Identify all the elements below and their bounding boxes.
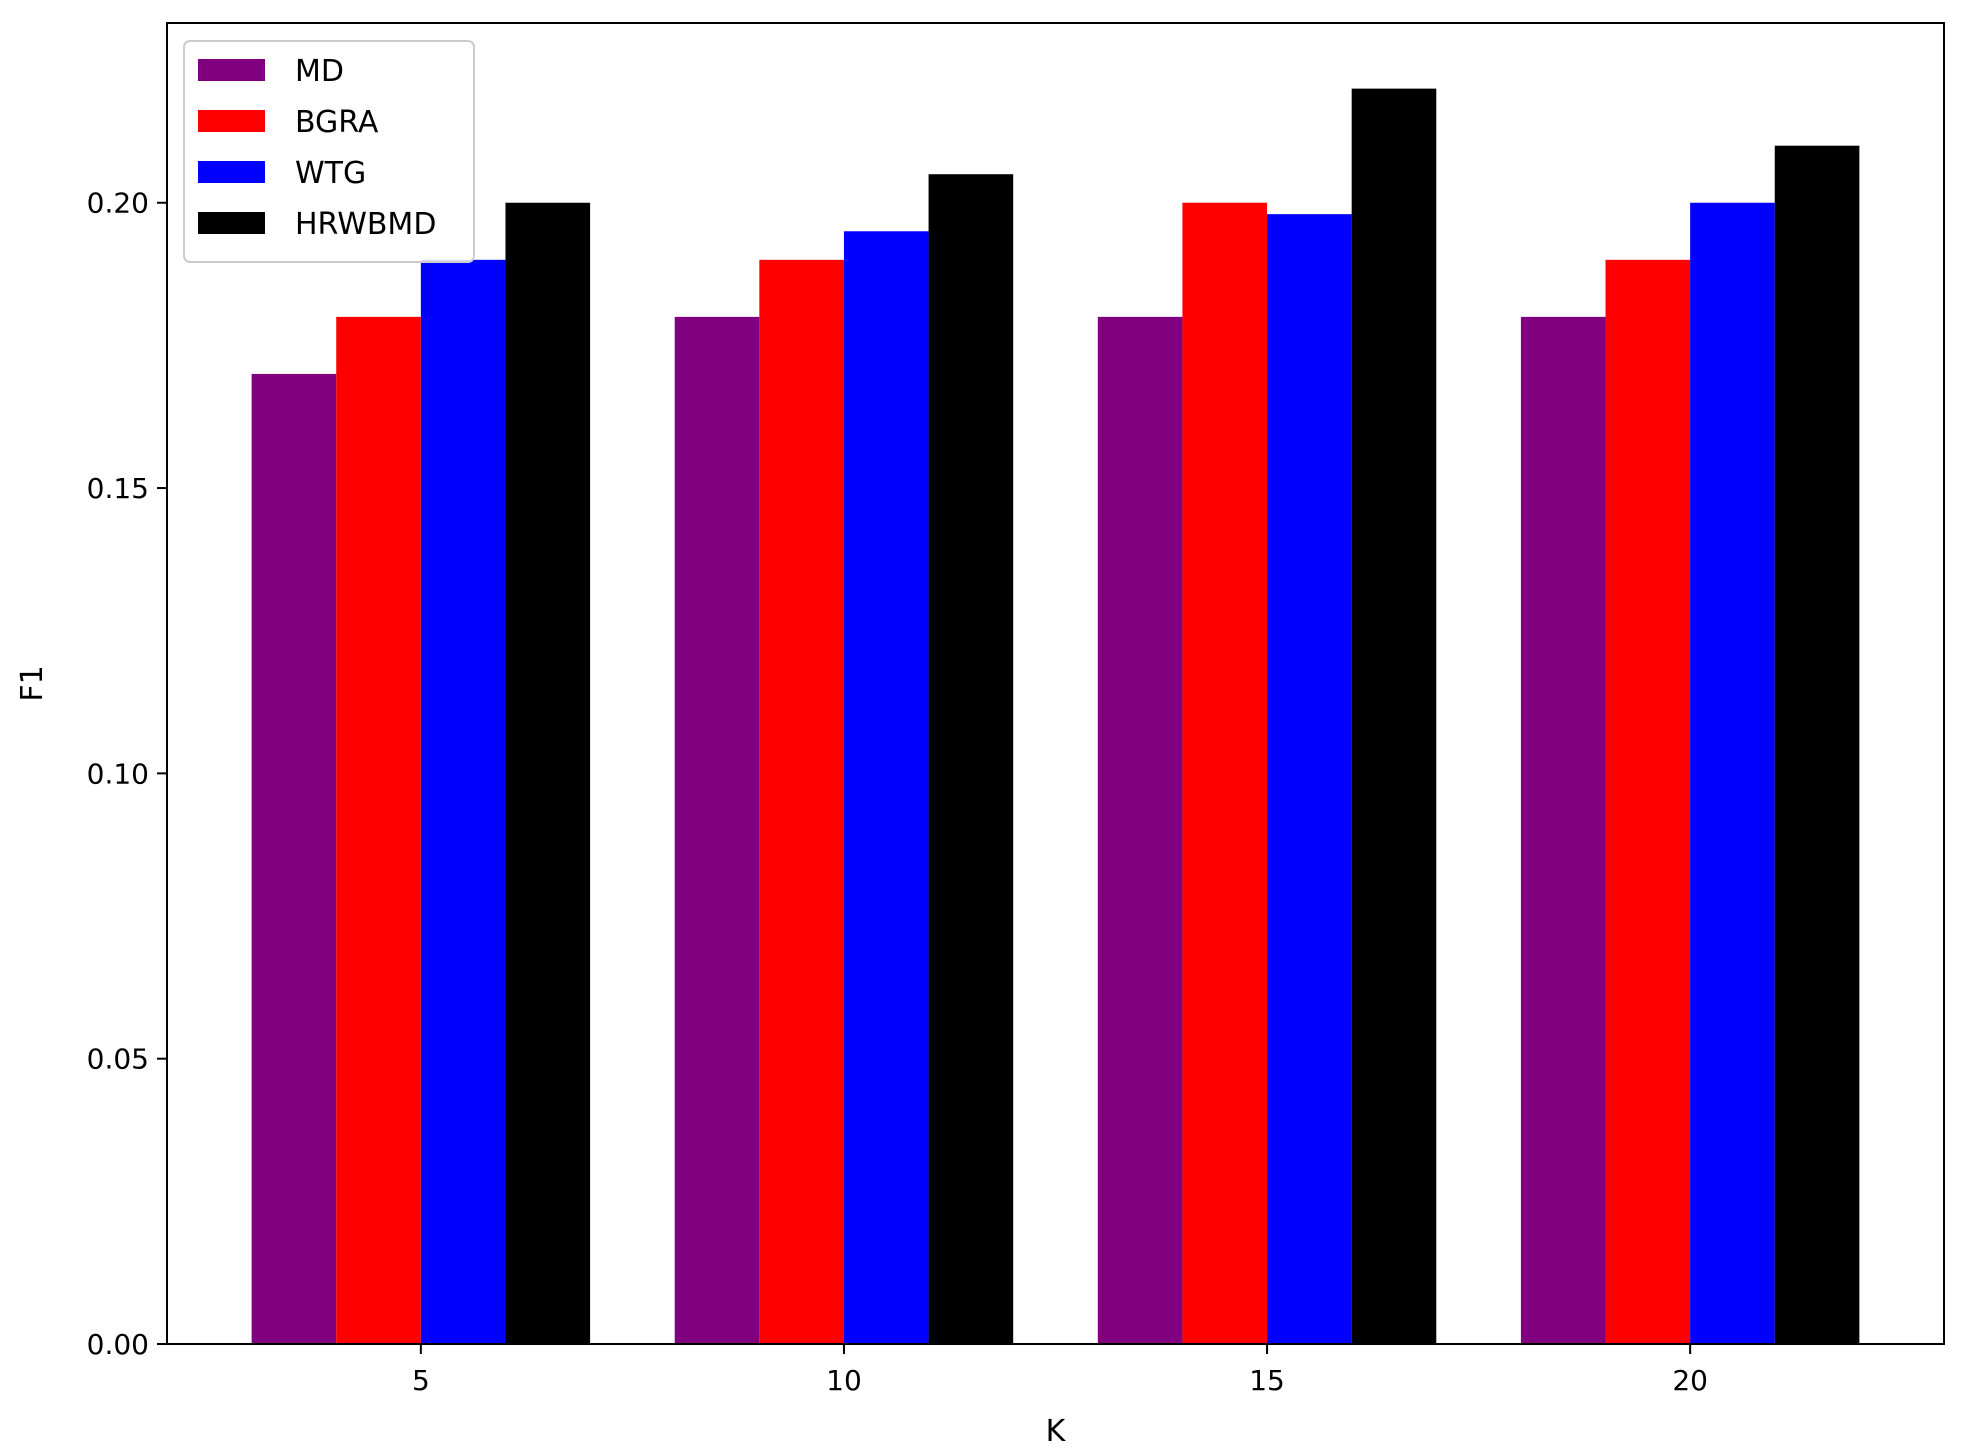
legend-swatch-bgra bbox=[198, 110, 265, 132]
bar-wtg-k20 bbox=[1690, 202, 1775, 1344]
bar-hrwbmd-k15 bbox=[1351, 88, 1437, 1344]
bar-bgra-k5 bbox=[336, 316, 421, 1344]
x-axis-label: K bbox=[1046, 1414, 1067, 1449]
legend-label-bgra: BGRA bbox=[295, 105, 379, 140]
bar-wtg-k10 bbox=[843, 231, 929, 1345]
y-tick-label: 0.00 bbox=[87, 1328, 149, 1361]
legend-swatch-wtg bbox=[198, 161, 265, 183]
bar-md-k10 bbox=[674, 316, 760, 1344]
x-tick-label: 5 bbox=[412, 1364, 430, 1397]
y-tick-label: 0.10 bbox=[87, 757, 149, 790]
y-axis: 0.00 0.05 0.10 0.15 0.20 bbox=[87, 187, 167, 1361]
bar-md-k5 bbox=[251, 373, 337, 1345]
bars-layer bbox=[251, 88, 1860, 1345]
y-tick-label: 0.05 bbox=[87, 1043, 149, 1076]
legend-swatch-hrwbmd bbox=[198, 212, 265, 234]
bar-bgra-k10 bbox=[759, 259, 844, 1344]
bar-md-k20 bbox=[1520, 316, 1606, 1344]
legend-box bbox=[183, 40, 475, 263]
y-axis-label: F1 bbox=[15, 665, 50, 701]
x-tick-label: 20 bbox=[1672, 1364, 1708, 1397]
bar-hrwbmd-k20 bbox=[1774, 145, 1860, 1344]
legend-label-md: MD bbox=[295, 54, 344, 89]
legend-label-wtg: WTG bbox=[295, 156, 366, 191]
y-tick-label: 0.20 bbox=[87, 187, 149, 220]
y-tick-label: 0.15 bbox=[87, 472, 149, 505]
bar-wtg-k5 bbox=[420, 259, 506, 1344]
plot-frame bbox=[166, 22, 1945, 1345]
legend-swatch-md bbox=[198, 59, 265, 81]
legend-label-hrwbmd: HRWBMD bbox=[295, 207, 436, 242]
bar-hrwbmd-k10 bbox=[928, 174, 1014, 1345]
bar-md-k15 bbox=[1097, 316, 1183, 1344]
x-tick-label: 15 bbox=[1249, 1364, 1285, 1397]
x-axis: 5 10 15 20 bbox=[412, 1344, 1708, 1397]
legend: MD BGRA WTG HRWBMD bbox=[183, 40, 475, 263]
bar-bgra-k20 bbox=[1605, 259, 1691, 1344]
bar-bgra-k15 bbox=[1182, 202, 1268, 1344]
bar-hrwbmd-k5 bbox=[505, 202, 591, 1344]
bar-wtg-k15 bbox=[1267, 214, 1352, 1345]
x-tick-label: 10 bbox=[826, 1364, 862, 1397]
